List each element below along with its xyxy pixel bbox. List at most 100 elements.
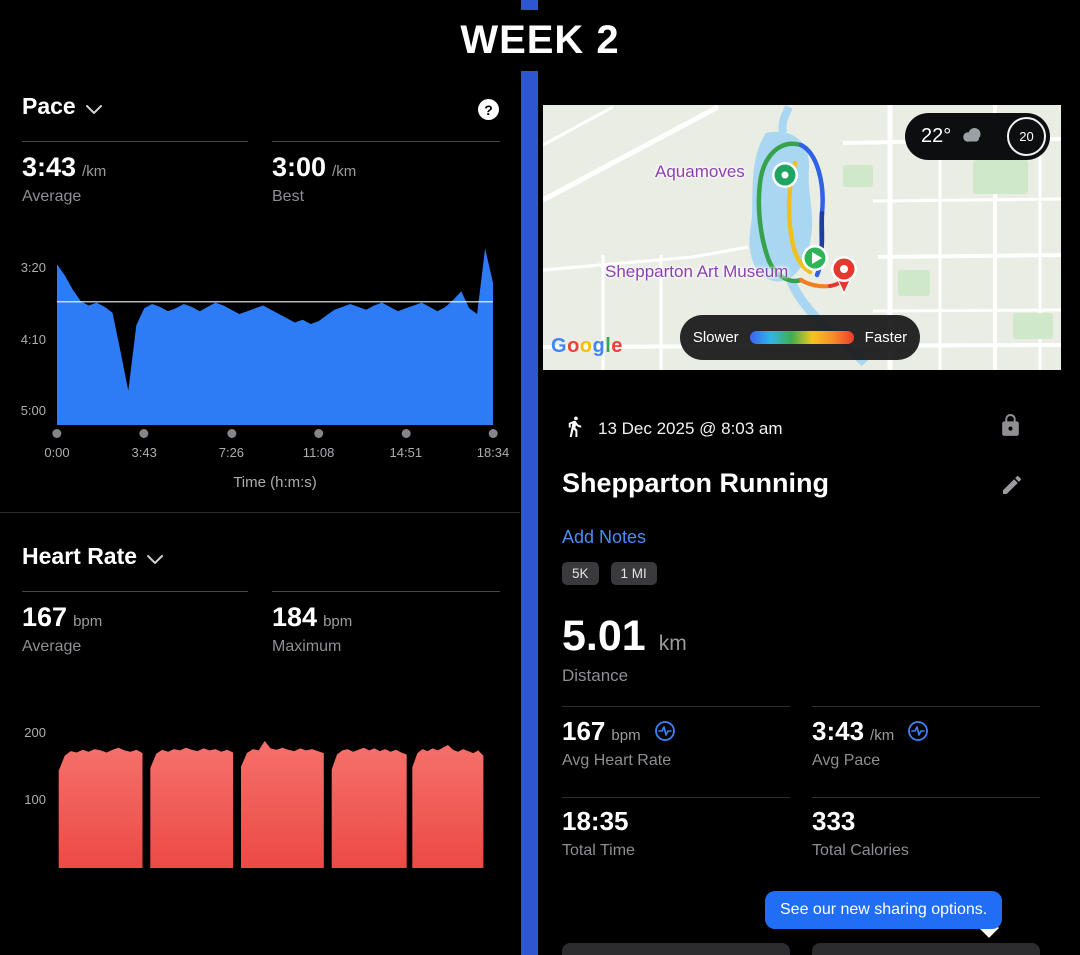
tick-dot <box>488 429 498 438</box>
pace-x-tick: 14:51 <box>390 429 422 460</box>
sharing-options-tooltip[interactable]: See our new sharing options. <box>765 891 1003 929</box>
pace-y-axis: 3:20 4:10 5:00 <box>0 240 46 425</box>
divider <box>22 591 248 592</box>
pace-best-stat: 3:00 /km Best <box>272 152 502 206</box>
pace-y-tick: 4:10 <box>20 331 46 347</box>
distance-label: Distance <box>562 666 629 685</box>
distance-value: 5.01 <box>562 612 646 660</box>
stat-value: 3:00 <box>272 152 327 182</box>
pace-x-tick: 11:08 <box>303 429 334 460</box>
pulse-wave-icon <box>654 720 676 747</box>
stat-value: 333 <box>812 806 856 836</box>
hr-average-stat: 167 bpm Average <box>22 602 252 656</box>
divider <box>272 591 500 592</box>
air-quality-badge[interactable]: 20 <box>1007 117 1046 156</box>
avg-heart-rate-stat: 167 bpm Avg Heart Rate <box>562 716 790 770</box>
play-marker <box>802 245 828 271</box>
stat-value: 167 <box>562 716 606 746</box>
badge-row: 5K 1 MI <box>562 562 657 585</box>
pace-x-tick: 7:26 <box>219 429 244 460</box>
distance-stat: 5.01 km Distance <box>562 612 687 686</box>
distance-unit: km <box>658 632 687 655</box>
total-calories-stat: 333 Total Calories <box>812 806 1040 860</box>
stat-label: Maximum <box>272 638 342 655</box>
stat-unit: bpm <box>611 727 641 744</box>
stat-value: 184 <box>272 602 318 632</box>
bottom-action-button-left[interactable] <box>562 943 790 955</box>
map-label-aquamoves: Aquamoves <box>655 162 745 181</box>
help-icon[interactable]: ? <box>478 99 499 120</box>
cloud-icon <box>959 124 986 149</box>
pace-section-header[interactable]: Pace <box>22 93 102 120</box>
badge-5k[interactable]: 5K <box>562 562 599 585</box>
tick-dot <box>401 429 411 438</box>
stat-label: Average <box>22 188 82 205</box>
pace-legend-pill: Slower Faster <box>680 315 920 360</box>
divider <box>812 797 1040 798</box>
chevron-down-icon <box>147 543 164 570</box>
stat-value: 3:43 <box>22 152 77 182</box>
edit-pencil-icon[interactable] <box>1000 473 1024 502</box>
runner-icon <box>563 415 586 443</box>
pulse-wave-icon <box>907 720 929 747</box>
map-label-art-museum: Shepparton Art Museum <box>605 262 789 281</box>
tick-dot <box>226 429 236 438</box>
divider <box>562 706 790 707</box>
stat-label: Total Time <box>562 842 635 859</box>
stat-unit: bpm <box>323 613 353 630</box>
temperature-value: 22° <box>921 125 952 147</box>
start-marker <box>772 162 798 188</box>
stat-label: Best <box>272 188 305 205</box>
stat-unit: /km <box>870 727 895 744</box>
stat-value: 167 <box>22 602 68 632</box>
section-separator <box>0 512 520 513</box>
tick-dot <box>139 429 149 438</box>
divider <box>272 141 500 142</box>
avg-pace-stat: 3:43 /km Avg Pace <box>812 716 1040 770</box>
pace-chart-plot <box>57 248 493 425</box>
pace-x-tick: 18:34 <box>477 429 509 460</box>
divider <box>562 797 790 798</box>
divider <box>22 141 248 142</box>
bottom-action-button-right[interactable] <box>812 943 1040 955</box>
stat-label: Avg Pace <box>812 752 881 769</box>
heart-rate-section-header[interactable]: Heart Rate <box>22 543 164 570</box>
hr-y-tick: 100 <box>24 792 46 808</box>
total-time-stat: 18:35 Total Time <box>562 806 790 860</box>
pace-section-title: Pace <box>22 93 76 119</box>
stat-value: 3:43 <box>812 716 865 746</box>
add-notes-link[interactable]: Add Notes <box>562 527 647 547</box>
pace-gradient-bar <box>749 331 854 344</box>
pace-x-axis: 0:00 3:43 7:26 11:08 14:51 18:34 <box>44 429 509 475</box>
route-map[interactable]: Aquamoves Shepparton Art Museum Google S… <box>543 105 1061 370</box>
heart-rate-section-title: Heart Rate <box>22 543 138 569</box>
hr-maximum-stat: 184 bpm Maximum <box>272 602 502 656</box>
stat-label: Avg Heart Rate <box>562 752 672 769</box>
pace-average-stat: 3:43 /km Average <box>22 152 252 206</box>
panel-divider <box>521 0 538 955</box>
hr-y-axis: 200 100 <box>0 718 46 868</box>
chevron-down-icon <box>85 93 102 120</box>
hr-y-tick: 200 <box>24 724 46 740</box>
activity-datetime: 13 Dec 2025 @ 8:03 am <box>598 419 783 438</box>
lock-icon[interactable] <box>998 413 1023 443</box>
stat-label: Total Calories <box>812 842 909 859</box>
divider <box>812 706 1040 707</box>
end-pin-marker <box>831 256 857 295</box>
pace-y-tick: 5:00 <box>20 402 46 418</box>
google-logo: Google <box>551 335 623 357</box>
stat-value: 18:35 <box>562 806 629 836</box>
badge-1mi[interactable]: 1 MI <box>610 562 657 585</box>
tick-dot <box>314 429 324 438</box>
stat-unit: /km <box>332 163 357 180</box>
pace-x-tick: 0:00 <box>44 429 70 460</box>
week-title: WEEK 2 <box>418 10 662 71</box>
activity-title: Shepparton Running <box>562 468 829 498</box>
weather-pill[interactable]: 22° 20 <box>905 113 1050 160</box>
tick-dot <box>52 429 62 438</box>
pace-y-tick: 3:20 <box>20 260 46 276</box>
stat-unit: bpm <box>73 613 103 630</box>
pace-x-tick: 3:43 <box>132 429 157 460</box>
stat-unit: /km <box>82 163 107 180</box>
